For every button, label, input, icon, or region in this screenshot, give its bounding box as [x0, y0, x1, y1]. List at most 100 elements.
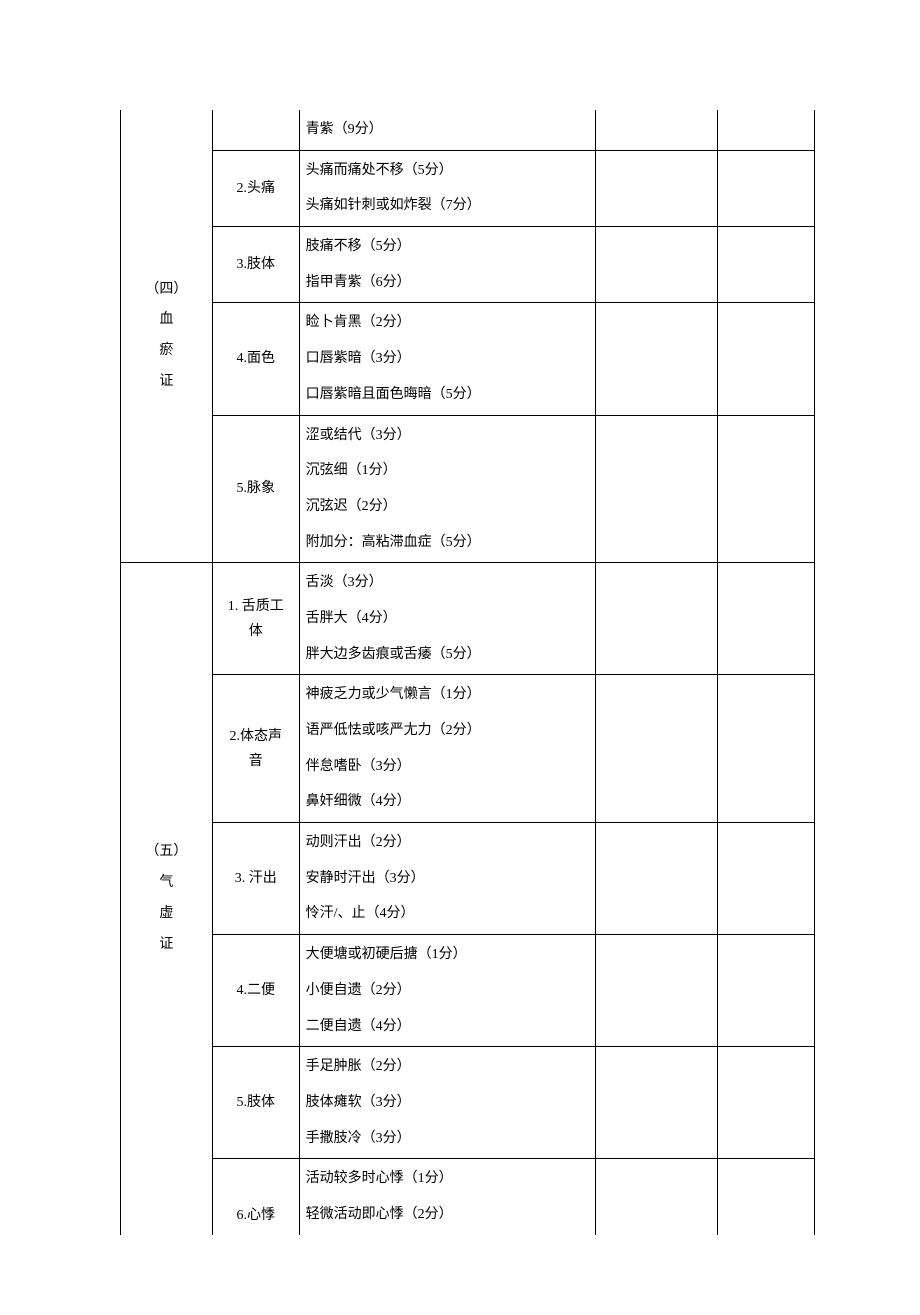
section-title-line: （四）	[145, 282, 187, 297]
row-label	[212, 110, 299, 150]
table-row: 2.体态声音神疲乏力或少气懒言（1分）语严低怯或咳严尢力（2分）伴怠嗜卧（3分）…	[121, 675, 815, 823]
row-label-line: 体	[249, 624, 263, 639]
score-cell-1	[595, 227, 717, 303]
row-label-line: 2.体态声	[229, 729, 282, 744]
score-cell-1	[595, 415, 717, 563]
row-items: 活动较多时心悸（1分） 轻微活动即心悸（2分）	[299, 1159, 595, 1235]
row-label-line: 1. 舌质工	[228, 599, 284, 614]
item-text: 舌胖大（4分）	[306, 611, 397, 626]
item-text: 睑卜肯黑（2分）	[306, 315, 411, 330]
row-items: 涩或结代（3分） 沉弦细（1分） 沉弦迟（2分） 附加分：高粘滞血症（5分）	[299, 415, 595, 563]
table-row: 4.面色睑卜肯黑（2分）口唇紫暗（3分）口唇紫暗且面色晦暗（5分）	[121, 303, 815, 415]
row-items-inner: 睑卜肯黑（2分）口唇紫暗（3分）口唇紫暗且面色晦暗（5分）	[300, 303, 595, 414]
item-text: 安静时汗出（3分）	[306, 871, 425, 886]
table-row: 2.头痛 头痛而痛处不移（5分）头痛如针刺或如炸裂（7分）	[121, 150, 815, 226]
item-text: 语严低怯或咳严尢力（2分）	[306, 723, 481, 738]
row-label-text: 3. 汗出	[235, 871, 277, 886]
score-cell-1	[595, 303, 717, 415]
row-items-inner: 活动较多时心悸（1分） 轻微活动即心悸（2分）	[300, 1159, 595, 1234]
section-title-line: 虚	[159, 906, 173, 921]
score-cell-1	[595, 563, 717, 675]
row-items: 手足肿胀（2分） 肢体瘫软（3分） 手撒肢冷（3分）	[299, 1047, 595, 1159]
row-label: 2.体态声音	[212, 675, 299, 823]
score-cell-2	[718, 303, 815, 415]
item-text: 神疲乏力或少气懒言（1分）	[306, 687, 481, 702]
table-row: 3.肢体肢痛不移（5分） 指甲青紫（6分）	[121, 227, 815, 303]
table-row: （四）血瘀证青紫（9分）	[121, 110, 815, 150]
item-text: 轻微活动即心悸（2分）	[306, 1207, 453, 1222]
table-row: 5.脉象 涩或结代（3分） 沉弦细（1分） 沉弦迟（2分） 附加分：高粘滞血症（5分）	[121, 415, 815, 563]
item-text: 口唇紫暗（3分）	[306, 351, 411, 366]
item-text: 活动较多时心悸（1分）	[306, 1171, 453, 1186]
table-body: （四）血瘀证青紫（9分）2.头痛头痛而痛处不移（5分）头痛如针刺或如炸裂（7分）…	[121, 110, 815, 1235]
row-items: 大便塘或初硬后搪（1分） 小便自遗（2分） 二便自遗（4分）	[299, 935, 595, 1047]
score-cell-2	[718, 110, 815, 150]
score-cell-1	[595, 1159, 717, 1235]
row-label-text: 2.头痛	[236, 181, 275, 196]
row-label-text: 4.二便	[236, 983, 275, 998]
item-text: 伴怠嗜卧（3分）	[306, 759, 411, 774]
table-row: （五）气虚证1. 舌质工体舌淡（3分）舌胖大（4分）胖大边多齿痕或舌痿（5分）	[121, 563, 815, 675]
item-text: 沉弦细（1分）	[306, 463, 397, 478]
score-cell-1	[595, 675, 717, 823]
item-text: 胖大边多齿痕或舌痿（5分）	[306, 647, 481, 662]
score-cell-2	[718, 415, 815, 563]
item-text: 肢痛不移（5分）	[306, 239, 411, 254]
row-items: 青紫（9分）	[299, 110, 595, 150]
row-label: 5.肢体	[212, 1047, 299, 1159]
row-items-inner: 神疲乏力或少气懒言（1分） 语严低怯或咳严尢力（2分） 伴怠嗜卧（3分） 鼻奸细微（4…	[300, 675, 595, 822]
row-items: 头痛而痛处不移（5分）头痛如针刺或如炸裂（7分）	[299, 150, 595, 226]
row-items: 肢痛不移（5分） 指甲青紫（6分）	[299, 227, 595, 303]
score-cell-2	[718, 1047, 815, 1159]
row-items: 神疲乏力或少气懒言（1分） 语严低怯或咳严尢力（2分） 伴怠嗜卧（3分） 鼻奸细微（4…	[299, 675, 595, 823]
row-label: 6.心悸	[212, 1159, 299, 1235]
item-text: 头痛而痛处不移（5分）	[306, 163, 453, 178]
row-items: 动则汗出（2分）安静时汗出（3分）怜汗/、止（4分）	[299, 823, 595, 935]
section-title-line: 瘀	[159, 343, 173, 358]
score-cell-2	[718, 823, 815, 935]
row-label: 4.二便	[212, 935, 299, 1047]
item-text: 鼻奸细微（4分）	[306, 794, 411, 809]
row-label-text: 5.脉象	[236, 481, 275, 496]
item-text: 手足肿胀（2分）	[306, 1059, 411, 1074]
score-cell-2	[718, 675, 815, 823]
row-items-inner: 动则汗出（2分）安静时汗出（3分）怜汗/、止（4分）	[300, 823, 595, 934]
section-title-line: 血	[159, 312, 173, 327]
item-text: 二便自遗（4分）	[306, 1019, 411, 1034]
item-text: 舌淡（3分）	[306, 575, 383, 590]
row-items-inner: 大便塘或初硬后搪（1分） 小便自遗（2分） 二便自遗（4分）	[300, 935, 595, 1046]
assessment-table: （四）血瘀证青紫（9分）2.头痛头痛而痛处不移（5分）头痛如针刺或如炸裂（7分）…	[120, 110, 815, 1235]
row-label: 2.头痛	[212, 150, 299, 226]
item-text: 肢体瘫软（3分）	[306, 1095, 411, 1110]
item-text: 手撒肢冷（3分）	[306, 1131, 411, 1146]
item-text: 附加分：高粘滞血症（5分）	[306, 535, 481, 550]
section-title-line: 气	[159, 875, 173, 890]
section-title-line: 证	[159, 937, 173, 952]
row-label-line: 音	[249, 754, 263, 769]
item-text: 指甲青紫（6分）	[306, 275, 411, 290]
score-cell-1	[595, 110, 717, 150]
row-label-text: 6.心悸	[236, 1208, 275, 1223]
row-label: 5.脉象	[212, 415, 299, 563]
table-row: 6.心悸 活动较多时心悸（1分） 轻微活动即心悸（2分）	[121, 1159, 815, 1235]
score-cell-2	[718, 935, 815, 1047]
item-text: 大便塘或初硬后搪（1分）	[306, 947, 467, 962]
score-cell-2	[718, 563, 815, 675]
row-items: 舌淡（3分） 舌胖大（4分） 胖大边多齿痕或舌痿（5分）	[299, 563, 595, 675]
item-text: 涩或结代（3分）	[306, 428, 411, 443]
score-cell-2	[718, 150, 815, 226]
section-title-line: 证	[159, 374, 173, 389]
row-items-inner: 青紫（9分）	[300, 110, 595, 150]
table-row: 4.二便 大便塘或初硬后搪（1分） 小便自遗（2分） 二便自遗（4分）	[121, 935, 815, 1047]
row-items-inner: 涩或结代（3分） 沉弦细（1分） 沉弦迟（2分） 附加分：高粘滞血症（5分）	[300, 416, 595, 563]
item-text: 小便自遗（2分）	[306, 983, 411, 998]
row-items-inner: 头痛而痛处不移（5分）头痛如针刺或如炸裂（7分）	[300, 151, 595, 226]
row-label-text: 5.肢体	[236, 1095, 275, 1110]
item-text: 青紫（9分）	[306, 122, 383, 137]
row-label: 3.肢体	[212, 227, 299, 303]
section-title-line: （五）	[145, 844, 187, 859]
section-title: （五） 气虚证	[121, 563, 213, 1235]
item-text: 怜汗/、止（4分）	[306, 906, 415, 921]
row-label: 1. 舌质工体	[212, 563, 299, 675]
item-text: 沉弦迟（2分）	[306, 499, 397, 514]
